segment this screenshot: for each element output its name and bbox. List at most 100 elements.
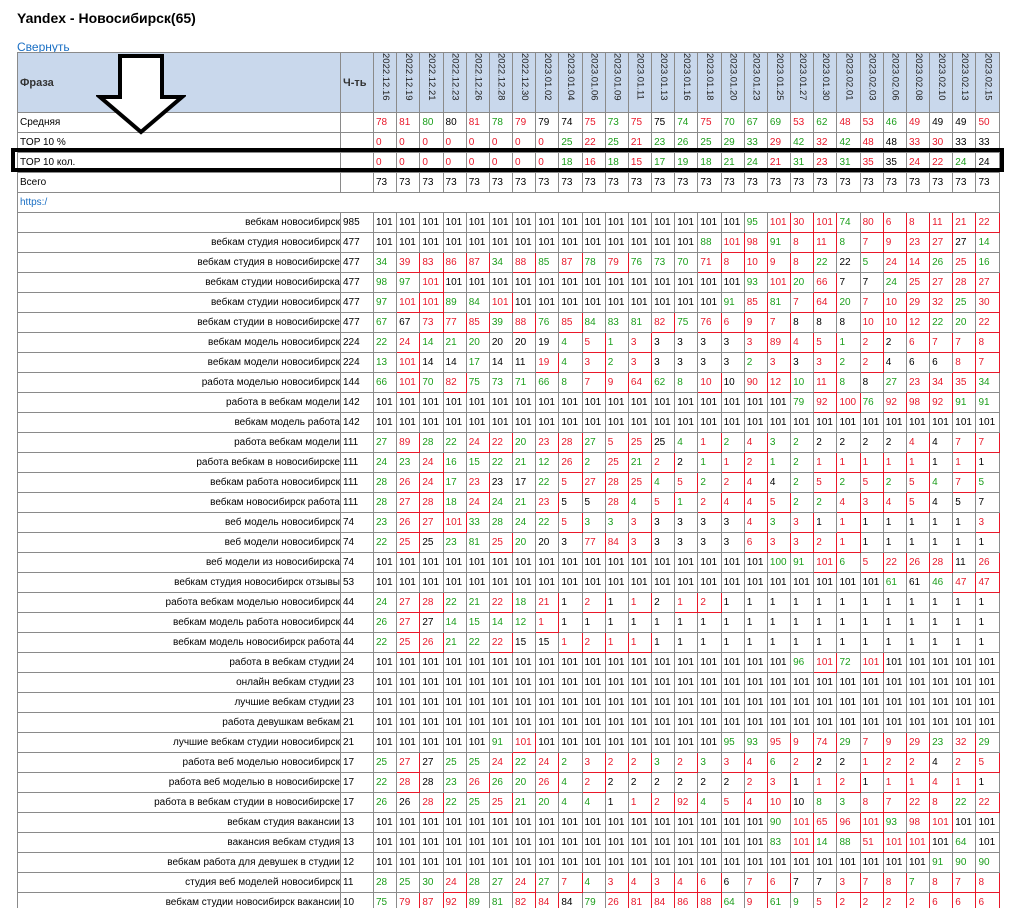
frequency-column-header[interactable]: Ч-ть <box>340 52 374 113</box>
summary-value-cell: 0 <box>442 132 467 153</box>
date-column-header[interactable]: 2023.01.18 <box>697 52 722 113</box>
position-cell: 2 <box>604 772 629 793</box>
date-column-header[interactable]: 2023.01.02 <box>535 52 560 113</box>
summary-value-cell: 24 <box>905 152 931 173</box>
position-cell: 101 <box>766 692 792 713</box>
date-column-header[interactable]: 2022.12.30 <box>512 52 537 113</box>
position-cell: 3 <box>651 752 676 773</box>
position-cell: 92 <box>813 392 838 413</box>
position-cell: 28 <box>419 492 444 513</box>
position-cell: 101 <box>929 712 954 733</box>
date-column-header[interactable]: 2023.01.11 <box>627 52 653 113</box>
position-cell: 101 <box>512 212 537 233</box>
date-column-header[interactable]: 2023.02.08 <box>905 52 931 113</box>
position-cell: 26 <box>604 892 629 908</box>
date-column-header[interactable]: 2023.01.04 <box>558 52 583 113</box>
position-cell: 1 <box>627 612 653 633</box>
position-cell: 27 <box>372 432 398 453</box>
summary-value-cell: 81 <box>465 112 490 133</box>
position-cell: 86 <box>674 892 699 908</box>
position-cell: 101 <box>396 552 421 573</box>
position-cell: 101 <box>952 412 977 433</box>
position-cell: 1 <box>836 632 861 653</box>
position-cell: 3 <box>697 512 722 533</box>
date-column-header[interactable]: 2022.12.16 <box>372 52 398 113</box>
position-cell: 20 <box>512 332 537 353</box>
date-label: 2023.01.16 <box>681 53 693 101</box>
position-cell: 10 <box>697 372 722 393</box>
date-column-header[interactable]: 2023.01.27 <box>790 52 815 113</box>
keyword-frequency: 142 <box>340 392 374 413</box>
date-column-header[interactable]: 2023.01.06 <box>581 52 606 113</box>
date-column-header[interactable]: 2023.02.10 <box>929 52 954 113</box>
position-cell: 1 <box>859 772 884 793</box>
date-column-header[interactable]: 2023.01.30 <box>813 52 838 113</box>
position-cell: 6 <box>975 892 1000 908</box>
position-cell: 10 <box>859 312 884 333</box>
position-cell: 4 <box>905 432 931 453</box>
date-column-header[interactable]: 2022.12.28 <box>488 52 514 113</box>
keyword-phrase: вебкам студии новосибирска <box>17 272 341 293</box>
keyword-row: веб модель новосибирск 74 23 26 27 101 33 28 24 2… <box>17 512 1000 533</box>
date-column-header[interactable]: 2023.02.03 <box>859 52 884 113</box>
keyword-phrase: вебкам студия новосибирск <box>17 232 341 253</box>
position-cell: 4 <box>743 432 768 453</box>
position-cell: 101 <box>790 572 815 593</box>
date-column-header[interactable]: 2023.02.13 <box>952 52 977 113</box>
position-cell: 2 <box>627 772 653 793</box>
date-column-header[interactable]: 2022.12.23 <box>442 52 467 113</box>
position-cell: 101 <box>720 552 745 573</box>
section-link[interactable]: https:/ <box>17 192 1000 213</box>
position-cell: 1 <box>975 772 1000 793</box>
position-cell: 101 <box>396 392 421 413</box>
keyword-phrase: вебкам новосибирск работа <box>17 492 341 513</box>
position-cell: 5 <box>905 472 931 493</box>
position-cell: 101 <box>442 672 467 693</box>
date-column-header[interactable]: 2023.01.25 <box>766 52 792 113</box>
keyword-phrase: веб модели из новосибирска <box>17 552 341 573</box>
date-column-header[interactable]: 2023.01.16 <box>674 52 699 113</box>
keyword-row: вакансия вебкам студия 13 101 101 101 101 101 1… <box>17 832 1000 853</box>
position-cell: 93 <box>882 812 907 833</box>
position-cell: 22 <box>975 212 1000 233</box>
position-cell: 22 <box>465 632 490 653</box>
position-cell: 1 <box>836 452 861 473</box>
position-cell: 79 <box>790 392 815 413</box>
summary-value-cell: 80 <box>442 112 467 133</box>
summary-value-cell: 0 <box>465 152 490 173</box>
position-cell: 101 <box>512 392 537 413</box>
date-column-header[interactable]: 2023.01.13 <box>651 52 676 113</box>
position-cell: 101 <box>488 412 514 433</box>
date-column-header[interactable]: 2023.01.23 <box>743 52 768 113</box>
keyword-row: работа девушкам вебкам 21 101 101 101 101 101 1… <box>17 712 1000 733</box>
date-column-header[interactable]: 2022.12.19 <box>396 52 421 113</box>
date-column-header[interactable]: 2023.02.06 <box>882 52 907 113</box>
position-cell: 101 <box>512 412 537 433</box>
position-cell: 101 <box>558 552 583 573</box>
date-column-header[interactable]: 2022.12.26 <box>465 52 490 113</box>
position-cell: 8 <box>952 352 977 373</box>
position-cell: 101 <box>627 552 653 573</box>
position-cell: 89 <box>442 292 467 313</box>
position-cell: 1 <box>905 772 931 793</box>
position-cell: 23 <box>488 472 514 493</box>
collapse-link[interactable]: Свернуть <box>17 40 70 54</box>
position-cell: 1 <box>952 772 977 793</box>
position-cell: 21 <box>627 452 653 473</box>
position-cell: 101 <box>396 652 421 673</box>
position-cell: 1 <box>813 592 838 613</box>
date-column-header[interactable]: 2023.01.20 <box>720 52 745 113</box>
phrase-column-header[interactable]: Фраза <box>17 52 341 113</box>
summary-value-cell: 73 <box>697 172 722 193</box>
position-cell: 101 <box>465 852 490 873</box>
position-cell: 101 <box>465 272 490 293</box>
date-column-header[interactable]: 2022.12.21 <box>419 52 444 113</box>
date-column-header[interactable]: 2023.02.15 <box>975 52 1000 113</box>
position-cell: 14 <box>442 612 467 633</box>
position-cell: 28 <box>604 492 629 513</box>
date-column-header[interactable]: 2023.02.01 <box>836 52 861 113</box>
position-cell: 90 <box>766 812 792 833</box>
date-column-header[interactable]: 2023.01.09 <box>604 52 629 113</box>
position-cell: 101 <box>743 812 768 833</box>
position-cell: 4 <box>929 472 954 493</box>
